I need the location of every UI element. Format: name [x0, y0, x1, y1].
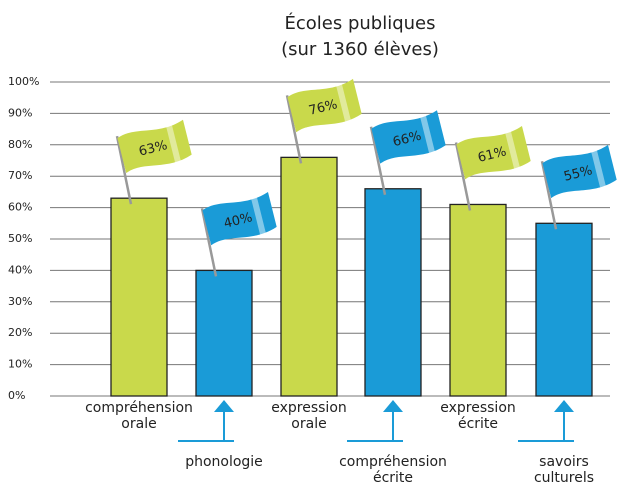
flag-pole — [454, 142, 472, 211]
flag-stripe — [335, 83, 352, 123]
bar — [449, 203, 507, 397]
flag-stripe — [250, 196, 267, 236]
flag-shape — [456, 126, 531, 180]
flag-pole — [369, 126, 387, 196]
x-tick-label: phonologie — [185, 454, 263, 470]
flag-cloth: 76% — [287, 78, 362, 133]
flag-pole — [200, 208, 218, 277]
y-tick-label: 10% — [8, 358, 32, 371]
flag-stripe — [590, 149, 607, 189]
value-label: 55% — [562, 163, 594, 185]
y-tick-label: 90% — [8, 106, 32, 119]
value-label: 76% — [307, 97, 339, 119]
bar — [535, 222, 593, 397]
y-tick-label: 50% — [8, 232, 32, 245]
flag: 61% — [454, 126, 531, 211]
flag: 66% — [369, 110, 446, 196]
value-label: 63% — [137, 138, 169, 160]
flag-stripe — [419, 115, 436, 154]
flag-cloth: 55% — [542, 144, 617, 199]
flag-stripe — [165, 124, 182, 163]
y-tick-label: 80% — [8, 138, 32, 151]
arrow-head — [383, 400, 403, 412]
value-label: 61% — [476, 144, 508, 166]
arrow-head — [214, 400, 234, 412]
value-label: 66% — [391, 129, 423, 151]
flag-cloth: 66% — [371, 110, 446, 164]
flag-stripe — [504, 130, 521, 170]
flag-pole — [540, 161, 558, 230]
bar — [280, 156, 338, 397]
flag-shape — [117, 119, 192, 174]
value-label: 40% — [222, 210, 254, 232]
flag-shape — [202, 191, 277, 246]
x-tick-label: savoirs culturels — [534, 454, 594, 483]
y-tick-label: 0% — [8, 389, 25, 402]
y-tick-label: 40% — [8, 263, 32, 276]
chart-title: Écoles publiques — [284, 12, 435, 34]
chart-subtitle: (sur 1360 élèves) — [281, 39, 439, 60]
flag-cloth: 63% — [117, 119, 192, 174]
x-tick-label: compréhension écrite — [339, 454, 447, 483]
flag-shape — [542, 144, 617, 199]
flag-cloth: 61% — [456, 126, 531, 180]
x-tick-label: compréhension orale — [85, 400, 193, 432]
flag: 55% — [540, 144, 617, 230]
x-tick-label: expression écrite — [440, 400, 516, 432]
flag-cloth: 40% — [202, 191, 277, 246]
x-tick-label: expression orale — [271, 400, 347, 432]
y-tick-label: 30% — [8, 295, 32, 308]
flag: 76% — [285, 78, 362, 164]
y-tick-label: 60% — [8, 201, 32, 214]
y-tick-label: 20% — [8, 326, 32, 339]
flag: 40% — [200, 191, 277, 277]
flag-shape — [287, 78, 362, 133]
y-tick-label: 70% — [8, 169, 32, 182]
flag-pole — [285, 95, 303, 164]
flag: 63% — [115, 119, 192, 205]
flag-pole — [115, 135, 133, 205]
y-tick-label: 100% — [8, 75, 39, 88]
bar — [195, 269, 253, 397]
bar — [110, 197, 168, 397]
arrow-head — [554, 400, 574, 412]
flag-shape — [371, 110, 446, 164]
bar — [364, 188, 422, 397]
